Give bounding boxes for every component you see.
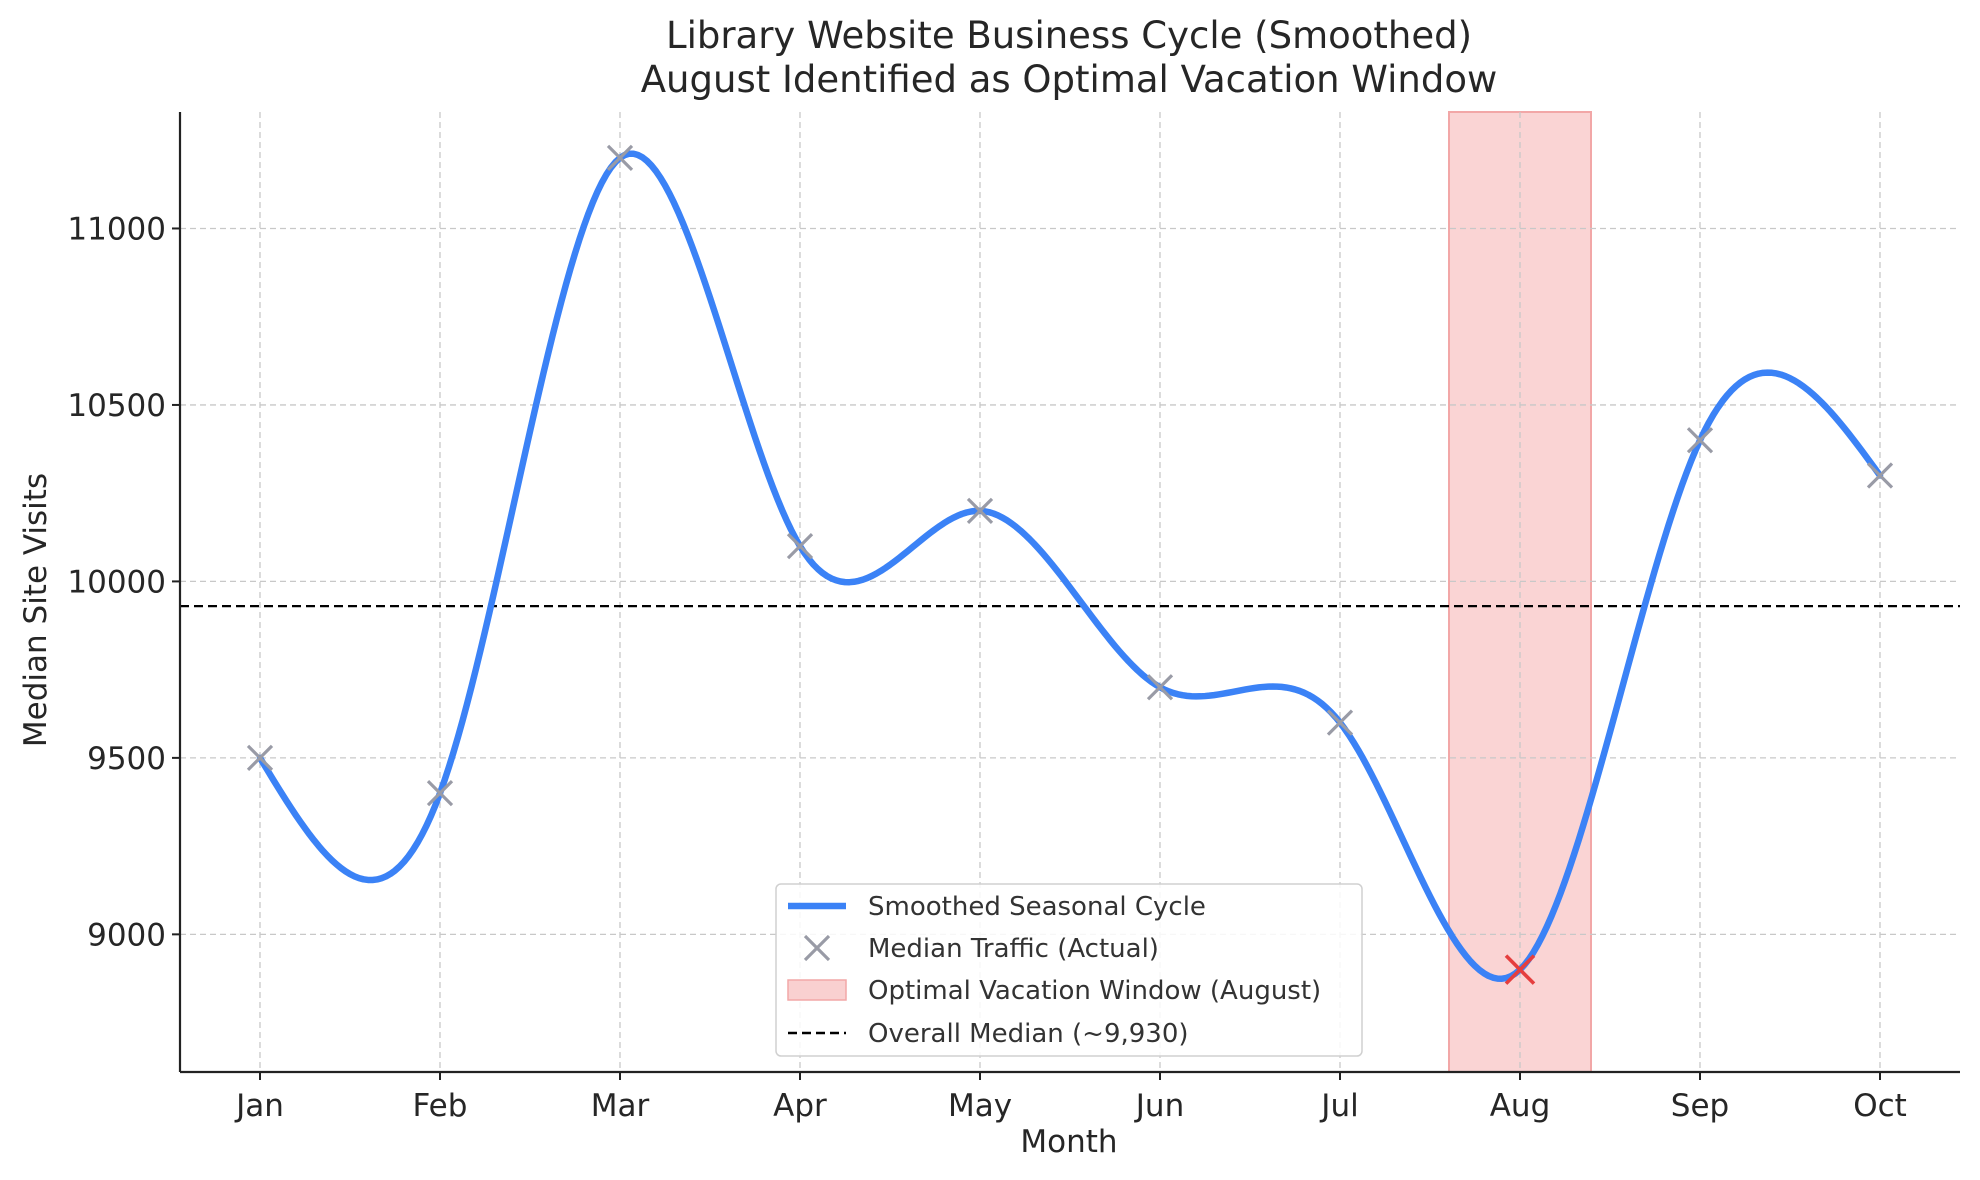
marker-stroke [803, 934, 831, 962]
legend-label: Overall Median (~9,930) [868, 1019, 1189, 1049]
data-point-marker [786, 532, 814, 560]
y-tick-label: 9500 [87, 741, 166, 777]
x-tick-label: Mar [591, 1088, 650, 1124]
x-tick-label: Sep [1671, 1088, 1729, 1124]
marker-stroke [1504, 954, 1536, 985]
marker-stroke [246, 744, 274, 772]
y-tick-label: 11000 [67, 211, 166, 247]
legend-label: Median Traffic (Actual) [868, 934, 1159, 964]
x-tick-label: Aug [1490, 1088, 1551, 1124]
y-tick-label: 10000 [67, 564, 166, 600]
smoothed-seasonal-cycle-line [256, 150, 1884, 982]
data-point-marker [1504, 954, 1536, 985]
x-tick-label: May [948, 1088, 1012, 1124]
data-point-marker [426, 780, 454, 807]
y-axis-label: Median Site Visits [18, 473, 54, 747]
data-point-marker [1866, 462, 1894, 489]
legend-box [775, 883, 1363, 1057]
data-point-marker [246, 744, 274, 772]
y-tick-label: 10500 [67, 388, 166, 424]
x-axis-label: Month [1020, 1124, 1117, 1160]
marker-stroke [1686, 427, 1714, 454]
marker-stroke [786, 532, 814, 560]
legend-label: Smoothed Seasonal Cycle [868, 892, 1206, 922]
legend-label: Optimal Vacation Window (August) [868, 976, 1321, 1006]
x-tick-label: Jul [1319, 1088, 1358, 1124]
chart-title: Library Website Business Cycle (Smoothed… [666, 14, 1472, 57]
data-point-marker [1146, 674, 1174, 701]
legend: Smoothed Seasonal Cycle Median Traffic (A… [775, 883, 1363, 1057]
data-point-marker [606, 144, 634, 172]
marker-stroke [1146, 674, 1174, 701]
x-tick-label: Jan [234, 1088, 284, 1124]
chart-subtitle: August Identified as Optimal Vacation Wi… [641, 58, 1497, 101]
marker-stroke [1866, 462, 1894, 489]
x-tick-label: Apr [773, 1088, 827, 1124]
x-tick-label: Feb [413, 1088, 468, 1124]
legend-swatch-marker [803, 934, 831, 962]
data-point-marker [1686, 427, 1714, 454]
data-point-marker [1326, 709, 1354, 736]
legend-swatch-band [787, 979, 847, 1001]
marker-stroke [966, 497, 994, 524]
y-tick-label: 9000 [87, 917, 166, 953]
marker-stroke [1326, 709, 1354, 736]
x-tick-label: Jun [1134, 1088, 1184, 1124]
data-point-marker [966, 497, 994, 524]
marker-stroke [426, 780, 454, 807]
x-tick-label: Oct [1853, 1088, 1907, 1124]
marker-stroke [606, 144, 634, 172]
